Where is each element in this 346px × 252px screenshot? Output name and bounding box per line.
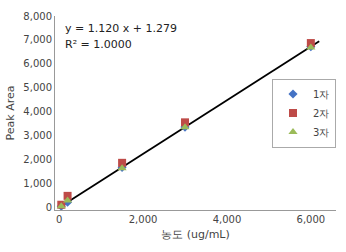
svg-text:2,000: 2,000 [129, 214, 158, 225]
svg-text:0: 0 [56, 214, 62, 225]
svg-text:5,000: 5,000 [23, 82, 52, 93]
svg-text:y = 1.120 x + 1.279: y = 1.120 x + 1.279 [65, 22, 177, 35]
svg-text:4,000: 4,000 [213, 214, 242, 225]
svg-text:Peak Area: Peak Area [4, 86, 17, 141]
svg-text:2자: 2자 [313, 108, 329, 119]
svg-text:8,000: 8,000 [23, 11, 52, 22]
svg-text:6,000: 6,000 [23, 58, 52, 69]
svg-text:R² = 1.0000: R² = 1.0000 [65, 38, 132, 51]
svg-text:4,000: 4,000 [23, 106, 52, 117]
svg-text:1자: 1자 [313, 89, 329, 100]
svg-text:2,000: 2,000 [23, 154, 52, 165]
svg-text:7,000: 7,000 [23, 34, 52, 45]
svg-text:6,000: 6,000 [297, 214, 326, 225]
svg-text:농도 (ug/mL): 농도 (ug/mL) [161, 228, 230, 241]
svg-text:0: 0 [46, 202, 52, 213]
svg-text:1,000: 1,000 [23, 178, 52, 189]
svg-text:3자: 3자 [313, 127, 329, 138]
svg-text:3,000: 3,000 [23, 130, 52, 141]
